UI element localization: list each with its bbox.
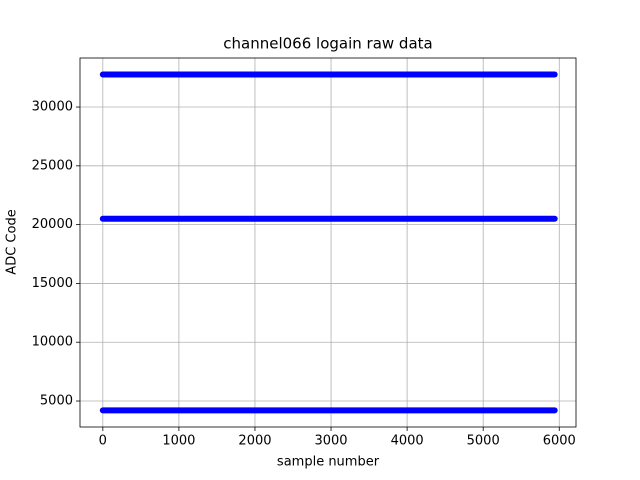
x-tick-label: 2000 (238, 434, 271, 449)
y-tick-label: 20000 (32, 217, 73, 232)
plot-frame (79, 57, 577, 428)
chart-title: channel066 logain raw data (223, 35, 432, 53)
x-tick-label: 4000 (391, 434, 424, 449)
y-tick-label: 25000 (32, 158, 73, 173)
x-tick-label: 1000 (162, 434, 195, 449)
y-axis-label: ADC Code (5, 209, 20, 274)
x-tick-label: 5000 (467, 434, 500, 449)
y-tick-label: 10000 (32, 335, 73, 350)
x-tick-label: 3000 (314, 434, 347, 449)
y-tick-label: 5000 (40, 394, 73, 409)
x-tick-label: 0 (99, 434, 107, 449)
y-tick-label: 15000 (32, 276, 73, 291)
x-axis-label: sample number (277, 455, 380, 470)
y-tick-label: 30000 (32, 100, 73, 115)
x-tick-label: 6000 (543, 434, 576, 449)
